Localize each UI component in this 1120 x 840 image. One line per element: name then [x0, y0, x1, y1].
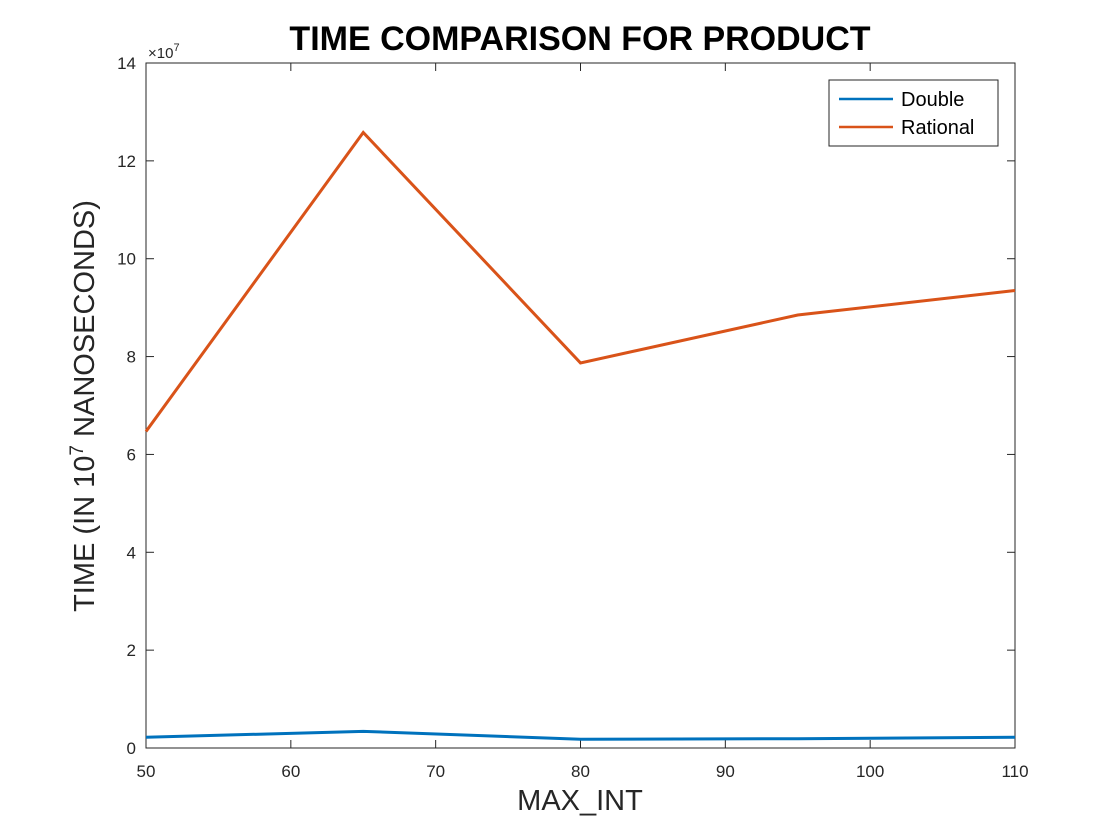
y-tick-label: 12 — [117, 152, 136, 171]
y-tick-label: 2 — [127, 641, 136, 660]
plot-area: 50 60 70 80 90 100 110 0 2 4 6 8 10 12 14 — [117, 54, 1028, 781]
axes-box — [145, 62, 1016, 749]
series-line-rational — [144, 130, 1016, 433]
y-axis-label-power: 7 — [67, 445, 88, 456]
y-tick-label: 8 — [127, 348, 136, 367]
y-tick-label: 14 — [117, 54, 136, 73]
legend-label-rational: Rational — [901, 117, 974, 139]
y-axis-label-prefix: TIME (IN 10 — [69, 456, 101, 612]
y-exponent-power: 7 — [173, 42, 179, 54]
legend-label-double: Double — [901, 89, 964, 111]
y-tick-label: 6 — [127, 445, 136, 464]
x-tick-label: 90 — [716, 762, 735, 781]
series-lines — [144, 130, 1016, 741]
series-line-double — [145, 729, 1016, 741]
y-tick-label: 4 — [127, 543, 136, 562]
y-exponent-label: ×107 — [148, 42, 180, 62]
x-tick-label: 110 — [1001, 762, 1028, 781]
x-tick-label: 80 — [571, 762, 590, 781]
y-axis-label: TIME (IN 107 NANOSECONDS) — [67, 200, 101, 612]
legend-box — [828, 79, 999, 147]
y-axis-label-suffix: NANOSECONDS) — [69, 200, 101, 445]
chart-title: TIME COMPARISON FOR PRODUCT — [289, 20, 870, 58]
y-tick-label: 0 — [127, 739, 136, 758]
y-exponent-base: ×10 — [148, 45, 173, 62]
y-tick-label: 10 — [117, 250, 136, 269]
x-tick-label: 50 — [137, 762, 156, 781]
axis-ticks: 50 60 70 80 90 100 110 0 2 4 6 8 10 12 14 — [117, 54, 1028, 781]
x-axis-label: MAX_INT — [517, 785, 643, 817]
legend: Double Rational — [828, 79, 999, 147]
x-tick-label: 60 — [281, 762, 300, 781]
x-tick-label: 70 — [426, 762, 445, 781]
x-tick-label: 100 — [856, 762, 884, 781]
